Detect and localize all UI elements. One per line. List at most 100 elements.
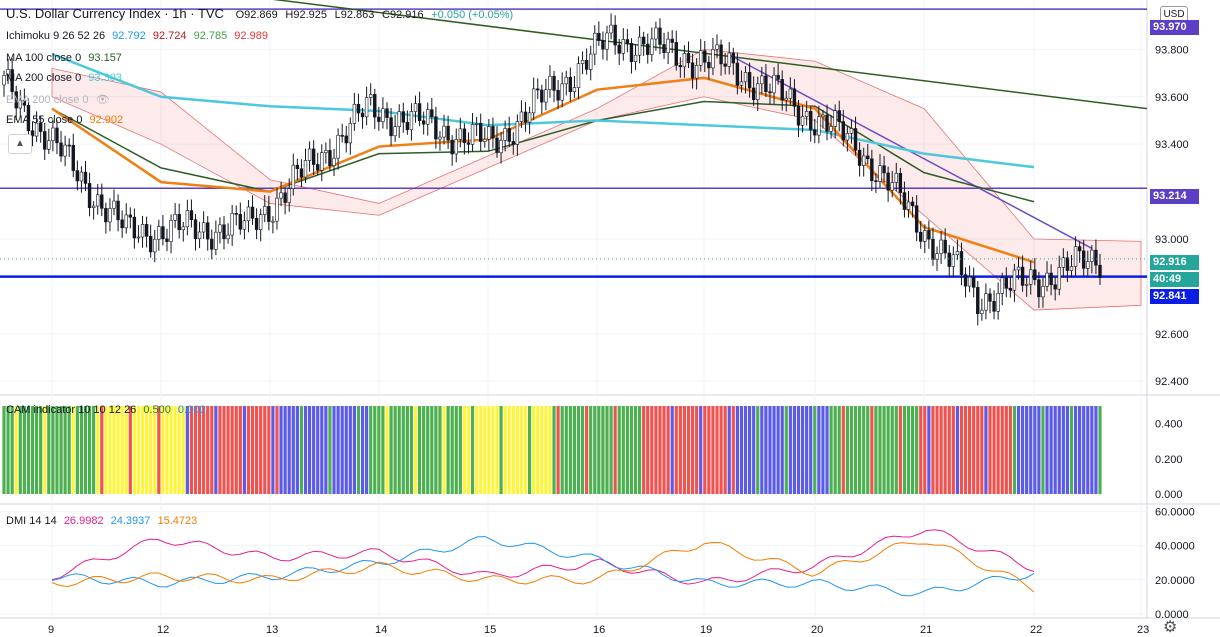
candle-body: [914, 205, 919, 233]
candle-body: [499, 140, 503, 153]
cam-bar: [947, 406, 951, 494]
price-tick-label: 92.400: [1155, 376, 1189, 388]
symbol-title[interactable]: U.S. Dollar Currency Index · 1h · TVC: [6, 6, 224, 21]
candle-body: [515, 121, 520, 145]
cam-v2: 0.000: [177, 404, 206, 416]
dmi-legend[interactable]: DMI 14 14 26.9982 24.3937 15.4723: [6, 515, 201, 527]
candle-body: [890, 182, 894, 191]
candle-body: [487, 126, 491, 140]
candle-body: [686, 53, 691, 64]
candle-body: [751, 87, 756, 101]
candle-body: [1024, 283, 1029, 286]
ma100-label: MA 100 close 0: [6, 52, 82, 64]
cam-bar: [585, 406, 589, 494]
cam-bar: [886, 406, 890, 494]
candle-body: [531, 88, 536, 114]
candle-body: [356, 103, 361, 114]
cam-bar: [743, 406, 748, 494]
open-value: O92.869: [235, 9, 278, 21]
cam-bar: [731, 406, 735, 494]
candle-body: [580, 59, 585, 65]
cam-bar: [576, 406, 581, 494]
cam-bar: [686, 406, 691, 494]
cam-bar: [841, 406, 845, 494]
candle-body: [1033, 269, 1037, 281]
candle-body: [157, 226, 161, 240]
candle-body: [426, 109, 430, 125]
candle-body: [935, 253, 939, 260]
low-level-tag: 92.841: [1150, 289, 1199, 304]
eye-off-icon[interactable]: 👁︎: [95, 94, 110, 106]
candle-body: [470, 124, 475, 145]
cam-bar: [764, 406, 768, 494]
candle-body: [939, 239, 943, 254]
collapse-legend-button[interactable]: ▲: [8, 134, 32, 154]
candle-body: [328, 150, 332, 166]
candle-body: [226, 234, 230, 240]
candle-body: [332, 157, 336, 166]
cam-v1: 0.500: [143, 404, 171, 416]
cam-bar: [784, 406, 788, 494]
ema55-legend[interactable]: EMA 55 close 0 92.902: [6, 114, 127, 126]
ichimoku-legend[interactable]: Ichimoku 9 26 52 26 92.792 92.724 92.785…: [6, 30, 272, 42]
candle-body: [902, 192, 907, 210]
cam-bar: [226, 406, 230, 494]
cam-bar: [902, 406, 907, 494]
cam-bar: [450, 406, 454, 494]
cam-bar: [560, 406, 564, 494]
cam-bar: [984, 406, 988, 494]
cam-bar: [324, 406, 328, 494]
cam-bar: [955, 406, 959, 494]
cam-bar: [1020, 406, 1025, 494]
time-tick-label: 22: [1030, 624, 1042, 636]
cam-bar: [813, 406, 817, 494]
mid-level-tag: 93.214: [1150, 189, 1199, 204]
candle-body: [511, 141, 515, 145]
cam-bar: [776, 406, 780, 494]
candle-body: [417, 103, 422, 122]
ma200-legend[interactable]: MA 200 close 0 93.303: [6, 72, 126, 84]
cam-bar: [951, 406, 955, 494]
candle-body: [495, 137, 499, 153]
ichimoku-v2: 92.724: [152, 30, 187, 42]
cam-bar: [71, 406, 75, 494]
candle-body: [79, 171, 84, 182]
cam-bar: [976, 406, 980, 494]
settings-gear-icon[interactable]: ⚙: [1163, 619, 1178, 636]
cam-bar: [409, 406, 414, 494]
candle-body: [67, 144, 71, 147]
cam-bar: [271, 406, 275, 494]
candle-body: [988, 293, 992, 302]
cam-bar: [10, 406, 14, 494]
candle-body: [1012, 269, 1017, 291]
candle-body: [984, 293, 988, 311]
candle-body: [373, 94, 377, 118]
candle-body: [613, 24, 617, 46]
ma100-legend[interactable]: MA 100 close 0 93.157: [6, 52, 126, 64]
ema200-legend[interactable]: EMA 200 close 0 👁︎: [6, 93, 114, 106]
candle-body: [523, 111, 528, 123]
candle-body: [967, 276, 972, 287]
candle-body: [992, 301, 996, 312]
cam-legend[interactable]: CAM indicator 10 10 12 26 0.500 0.000: [6, 404, 209, 416]
cam-bar: [39, 406, 43, 494]
candle-body: [385, 108, 389, 118]
candle-body: [670, 38, 674, 43]
candle-body: [723, 63, 727, 67]
cam-bar: [552, 406, 556, 494]
dmi-v3: 15.4723: [157, 515, 198, 527]
cam-bar: [275, 406, 279, 494]
candle-body: [507, 128, 511, 142]
cam-bar: [116, 406, 120, 494]
candle-body: [552, 75, 556, 91]
cam-bar: [1037, 406, 1041, 494]
candle-body: [641, 36, 646, 45]
candle-body: [397, 111, 401, 127]
candle-body: [206, 222, 210, 240]
cam-bar: [446, 406, 450, 494]
candle-body: [727, 52, 731, 67]
cam-bar: [532, 406, 536, 494]
cam-bar: [214, 406, 218, 494]
